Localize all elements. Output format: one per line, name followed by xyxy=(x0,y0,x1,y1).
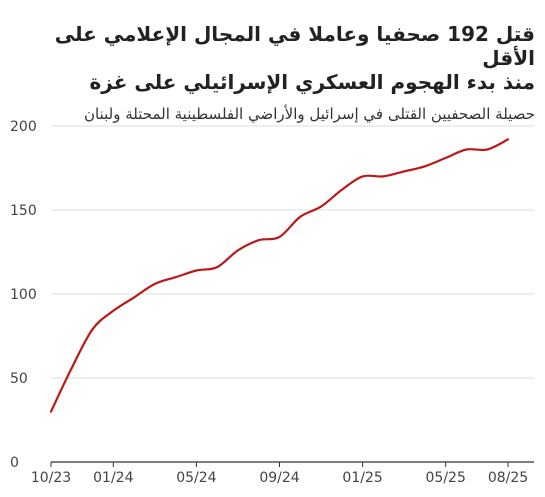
gridlines xyxy=(51,125,534,379)
y-tick-label-0: 0 xyxy=(10,455,19,471)
chart-title-line-2: منذ بدء الهجوم العسكري الإسرائيلي على غز… xyxy=(89,70,535,94)
axes xyxy=(50,461,534,467)
x-tick-label-1: 01/24 xyxy=(93,470,133,486)
x-tick-label-2: 05/24 xyxy=(176,470,216,486)
x-tick-label-3: 09/24 xyxy=(259,470,299,486)
x-tick-label-0: 10/23 xyxy=(31,470,71,486)
x-tick-label-6: 08/25 xyxy=(488,470,528,486)
series-layer xyxy=(49,138,510,413)
tick-labels: 0 50 100 150 200 10/23 01/24 05/24 09/24 01/25 05/… xyxy=(10,119,528,486)
x-tick-label-5: 05/25 xyxy=(426,470,466,486)
chart-header: قتل 192 صحفيا وعاملا في المجال الإعلامي … xyxy=(10,22,535,124)
series-line-0 xyxy=(49,138,510,413)
chart-title-line-1: قتل 192 صحفيا وعاملا في المجال الإعلامي … xyxy=(54,22,535,70)
y-tick-label-150: 150 xyxy=(10,203,37,219)
x-tick-label-4: 01/25 xyxy=(342,470,382,486)
chart-subtitle: حصيلة الصحفيين القتلى في إسرائيل والأراض… xyxy=(84,105,535,123)
y-tick-label-100: 100 xyxy=(10,287,37,303)
chart-title: قتل 192 صحفيا وعاملا في المجال الإعلامي … xyxy=(10,22,535,94)
y-tick-label-50: 50 xyxy=(10,371,28,387)
y-tick-label-200: 200 xyxy=(10,119,37,135)
